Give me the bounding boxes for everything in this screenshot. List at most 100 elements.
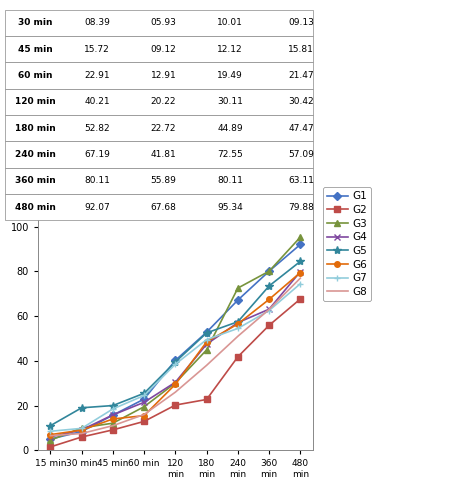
G1 xyxy=(110,412,116,418)
G8 xyxy=(110,423,116,429)
G1 xyxy=(47,436,53,442)
Text: 80.11: 80.11 xyxy=(84,176,110,185)
G2 xyxy=(110,427,116,433)
G8 xyxy=(173,389,178,395)
Text: 67.68: 67.68 xyxy=(151,203,176,212)
Text: 30.42: 30.42 xyxy=(288,97,314,106)
Text: 63.11: 63.11 xyxy=(288,176,314,185)
G4 xyxy=(173,379,178,385)
Text: 21.47: 21.47 xyxy=(288,71,314,80)
Text: 44.89: 44.89 xyxy=(217,124,243,133)
Line: G1: G1 xyxy=(48,242,303,442)
Text: 95.34: 95.34 xyxy=(217,203,243,212)
G3 xyxy=(141,404,147,410)
Text: 480 min: 480 min xyxy=(15,203,56,212)
G1 xyxy=(266,268,272,274)
Line: G3: G3 xyxy=(48,234,303,443)
Text: 45 min: 45 min xyxy=(18,45,53,54)
Line: G4: G4 xyxy=(47,268,304,440)
Text: 55.89: 55.89 xyxy=(151,176,176,185)
Text: 80.11: 80.11 xyxy=(217,176,243,185)
Text: 19.49: 19.49 xyxy=(217,71,243,80)
G4 xyxy=(298,269,303,274)
Line: G7: G7 xyxy=(47,280,304,435)
G5 xyxy=(266,283,272,289)
G3 xyxy=(298,234,303,240)
G3 xyxy=(235,285,241,291)
G5 xyxy=(79,405,84,411)
Text: 22.91: 22.91 xyxy=(84,71,110,80)
G7 xyxy=(141,393,147,399)
Text: 20.22: 20.22 xyxy=(151,97,176,106)
G4 xyxy=(235,320,241,326)
Text: 41.81: 41.81 xyxy=(151,150,176,159)
Line: G6: G6 xyxy=(48,270,303,437)
Text: 52.82: 52.82 xyxy=(84,124,110,133)
Line: G8: G8 xyxy=(50,278,301,436)
G5 xyxy=(298,259,303,264)
G7 xyxy=(79,425,84,431)
G5 xyxy=(47,423,53,429)
G2 xyxy=(204,397,210,402)
Text: 67.19: 67.19 xyxy=(84,150,110,159)
G2 xyxy=(173,402,178,408)
G6 xyxy=(173,381,178,387)
G2 xyxy=(298,296,303,302)
Text: 360 min: 360 min xyxy=(15,176,56,185)
G4 xyxy=(266,306,272,312)
G7 xyxy=(298,281,303,286)
Text: 72.55: 72.55 xyxy=(217,150,243,159)
G7 xyxy=(110,406,116,412)
Legend: G1, G2, G3, G4, G5, G6, G7, G8: G1, G2, G3, G4, G5, G6, G7, G8 xyxy=(323,187,371,301)
G6 xyxy=(47,432,53,437)
G4 xyxy=(47,434,53,440)
Text: 60 min: 60 min xyxy=(18,71,53,80)
Line: G5: G5 xyxy=(46,257,304,430)
G7 xyxy=(204,337,210,342)
Text: 30.11: 30.11 xyxy=(217,97,243,106)
Text: 79.88: 79.88 xyxy=(288,203,314,212)
G2 xyxy=(235,354,241,360)
Text: 180 min: 180 min xyxy=(15,124,56,133)
G6 xyxy=(266,297,272,302)
G6 xyxy=(110,416,116,422)
Text: 09.13: 09.13 xyxy=(288,18,314,27)
G2 xyxy=(266,322,272,328)
Text: 120 min: 120 min xyxy=(15,97,56,106)
G1 xyxy=(79,429,84,434)
G8 xyxy=(235,333,241,339)
G4 xyxy=(110,412,116,418)
G3 xyxy=(79,425,84,431)
G1 xyxy=(298,241,303,247)
G2 xyxy=(79,434,84,440)
G7 xyxy=(266,308,272,313)
G6 xyxy=(141,413,147,419)
Text: 12.91: 12.91 xyxy=(151,71,176,80)
G1 xyxy=(235,297,241,303)
Text: 30 min: 30 min xyxy=(18,18,53,27)
G5 xyxy=(141,390,147,396)
G8 xyxy=(79,431,84,436)
G8 xyxy=(141,411,147,417)
Line: G2: G2 xyxy=(48,296,303,450)
G4 xyxy=(141,399,147,405)
G7 xyxy=(173,361,178,367)
G8 xyxy=(298,275,303,281)
Text: 09.12: 09.12 xyxy=(151,45,176,54)
G1 xyxy=(173,357,178,363)
G6 xyxy=(204,339,210,345)
Text: 05.93: 05.93 xyxy=(151,18,176,27)
G8 xyxy=(204,363,210,368)
G2 xyxy=(47,444,53,450)
G3 xyxy=(173,380,178,386)
G1 xyxy=(141,396,147,402)
Text: 08.39: 08.39 xyxy=(84,18,110,27)
Text: 15.81: 15.81 xyxy=(288,45,314,54)
G8 xyxy=(47,433,53,439)
G2 xyxy=(141,419,147,424)
G8 xyxy=(266,307,272,312)
Text: 92.07: 92.07 xyxy=(84,203,110,212)
Text: 47.47: 47.47 xyxy=(288,124,314,133)
Text: 57.09: 57.09 xyxy=(288,150,314,159)
G1 xyxy=(204,330,210,335)
